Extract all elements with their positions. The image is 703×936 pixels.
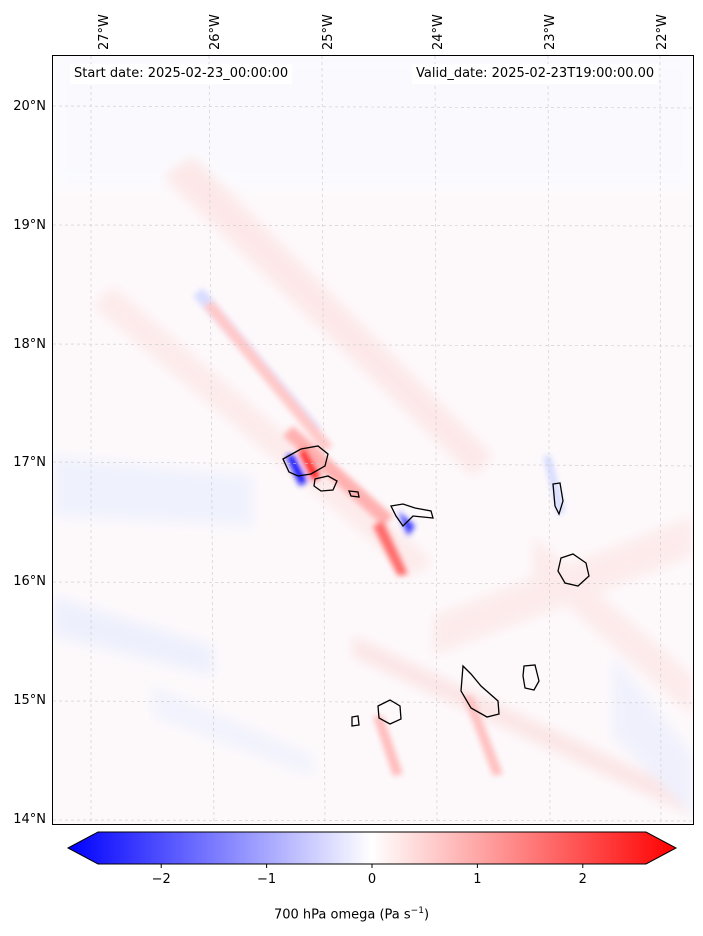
colorbar: [66, 831, 678, 868]
longitude-label: 24°W: [431, 14, 446, 50]
longitude-label: 27°W: [97, 14, 112, 50]
colorbar-bar: [66, 831, 678, 865]
colorbar-tick-label: 2: [578, 872, 587, 887]
island-brava: [351, 715, 360, 727]
latitude-label: 19°N: [13, 218, 46, 233]
latitude-label: 14°N: [13, 812, 46, 827]
valid-date: Valid_date: 2025-02-23T19:00:00.00: [412, 64, 659, 84]
latitude-label: 18°N: [13, 337, 46, 352]
longitude-label: 26°W: [208, 14, 223, 50]
island-fogo: [377, 699, 402, 725]
map-panel: [52, 55, 694, 825]
latitude-label: 20°N: [13, 99, 46, 114]
island-santa-luzia: [347, 490, 360, 498]
longitude-label: 25°W: [321, 14, 336, 50]
island-sal: [552, 482, 564, 516]
colorbar-tick-label: 0: [367, 872, 377, 887]
colorbar-tick-label: −2: [151, 872, 171, 887]
island-sao-vicente: [313, 475, 338, 492]
island-boa-vista: [557, 553, 590, 587]
latitude-label: 16°N: [13, 574, 46, 589]
island-santo-antao: [282, 445, 329, 477]
island-maio: [522, 664, 540, 691]
island-santiago: [460, 664, 500, 718]
longitude-label: 22°W: [655, 14, 670, 50]
latitude-label: 15°N: [13, 693, 46, 708]
island-sao-nicolau: [390, 503, 434, 528]
colorbar-tick-label: −1: [257, 872, 277, 887]
omega-field: [53, 56, 693, 824]
colorbar-tick-label: 1: [473, 872, 482, 887]
latitude-label: 17°N: [13, 455, 46, 470]
start-date: Start date: 2025-02-23_00:00:00: [70, 64, 293, 84]
longitude-label: 23°W: [543, 14, 558, 50]
colorbar-label: 700 hPa omega (Pa s−1): [273, 906, 430, 923]
